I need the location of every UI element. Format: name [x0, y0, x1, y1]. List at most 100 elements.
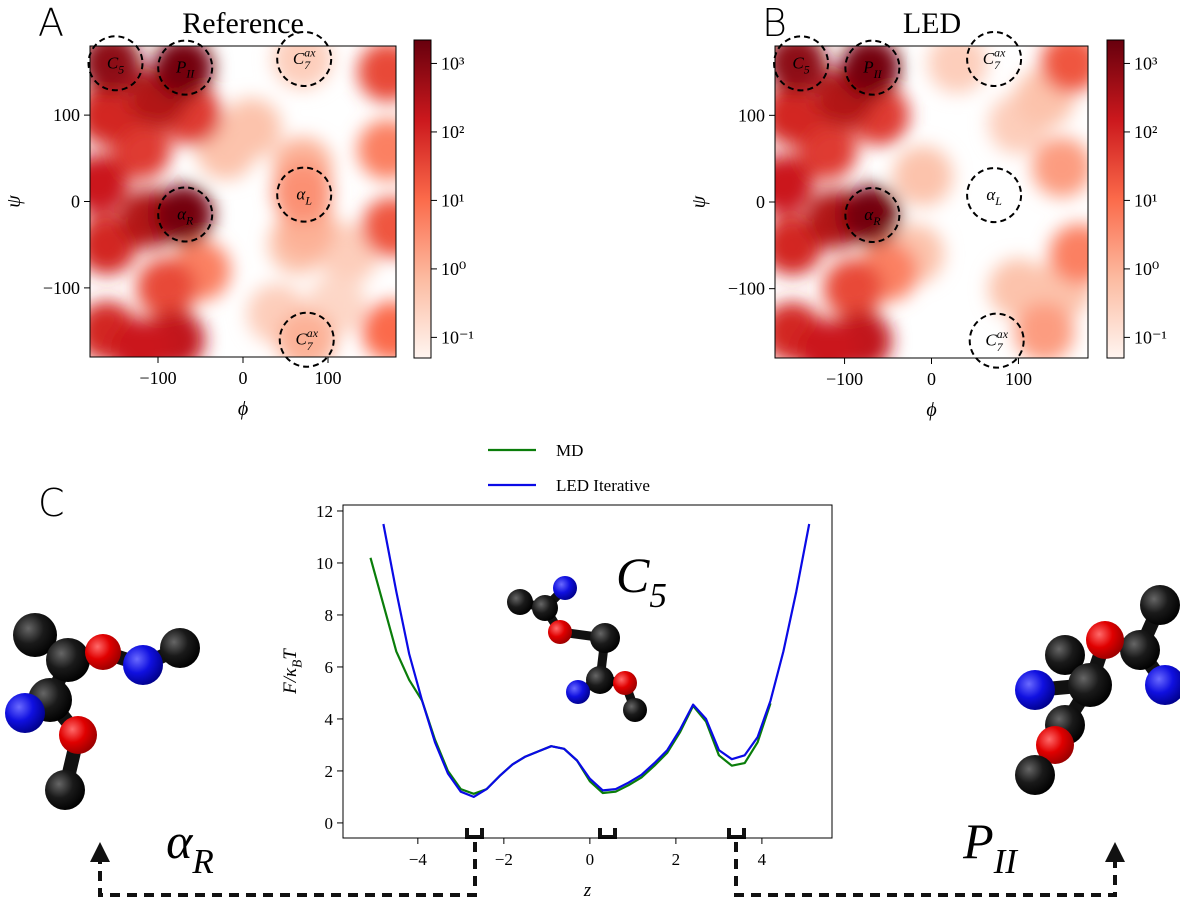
density-point	[1014, 302, 1075, 358]
label-part: α	[986, 185, 996, 204]
density-blobs	[90, 46, 396, 357]
colorbar	[1106, 39, 1125, 359]
y-tick-label: 0	[325, 814, 334, 833]
y-axis-label: ψ	[688, 195, 710, 208]
annotation-circle	[278, 311, 335, 368]
density-point	[153, 184, 214, 245]
annotation-circle	[157, 39, 214, 96]
density-point	[272, 46, 333, 89]
density-point	[1040, 46, 1088, 94]
density-point	[840, 185, 901, 245]
annotation-label: C7ax	[985, 327, 1008, 354]
label-part: C	[107, 53, 119, 72]
colorbar-tick-label: 10²	[441, 122, 464, 142]
label-part: α	[166, 813, 194, 869]
annotation-circle	[966, 31, 1023, 87]
annotation-label: αL	[296, 185, 312, 208]
annotation-label: C7ax	[293, 45, 316, 72]
label-part: L	[994, 194, 1002, 208]
x-tick-label: 0	[586, 850, 595, 869]
density-layer	[90, 46, 396, 357]
annotation-circle	[968, 312, 1025, 369]
plot-frame	[342, 504, 833, 839]
y-tick-label: 0	[756, 192, 765, 212]
x-tick-label: 100	[1005, 369, 1032, 389]
label-part: 5	[118, 62, 124, 76]
x-axis-label: ϕ	[926, 399, 936, 421]
x-tick-label: −100	[826, 369, 863, 389]
state-brackets	[465, 828, 746, 839]
density-point	[775, 46, 827, 94]
annotation-label: αR	[177, 204, 194, 227]
molecule-c5	[507, 576, 647, 722]
plot-frame	[89, 45, 397, 358]
annotation-label: C7ax	[295, 326, 318, 353]
connector-arrows	[90, 842, 1125, 897]
molecule-p-ii	[1015, 585, 1180, 795]
label-part: 5	[804, 62, 810, 76]
density-point	[90, 154, 129, 215]
label-part: P	[962, 813, 994, 869]
label-part: R	[185, 214, 194, 228]
density-point	[892, 146, 953, 206]
density-point	[775, 154, 814, 215]
x-tick-label: 100	[315, 368, 342, 388]
colorbar-tick-label: 10²	[1134, 122, 1157, 142]
label-part: P	[175, 58, 186, 77]
density-layer	[775, 46, 1088, 358]
label-part: B	[290, 660, 305, 668]
density-point	[90, 46, 142, 94]
annotation-label: C7ax	[983, 45, 1006, 72]
annotation-label: PII	[175, 58, 195, 81]
label-part: C	[616, 547, 650, 603]
colorbar	[413, 39, 432, 359]
colorbar-tick-label: 10⁰	[441, 259, 466, 279]
x-tick-label: 0	[927, 369, 936, 389]
label-part: 7	[307, 339, 314, 353]
density-point	[1049, 224, 1088, 284]
annotation-circle	[276, 166, 333, 223]
annotation-circle	[844, 39, 901, 96]
label-part: 7	[994, 58, 1001, 72]
label-part: C	[792, 53, 804, 72]
label-part: F/κ	[280, 667, 301, 695]
density-point	[272, 162, 333, 223]
label-part: C	[295, 330, 307, 349]
label-part: C	[983, 49, 995, 68]
label-part: 7	[304, 58, 311, 72]
colorbar-tick-label: 10¹	[441, 190, 464, 210]
y-axis-label: ψ	[3, 195, 25, 208]
density-point	[797, 319, 858, 358]
density-point	[357, 46, 396, 102]
state-label: αR	[166, 813, 214, 881]
density-point	[775, 85, 823, 146]
x-tick-label: −2	[495, 850, 513, 869]
label-part: α	[864, 205, 874, 224]
label-part: T	[280, 648, 301, 660]
x-tick-label: −100	[139, 368, 176, 388]
colorbar-tick-label: 10³	[1134, 53, 1158, 73]
label-part: C	[985, 331, 997, 350]
y-tick-label: 100	[53, 105, 80, 125]
y-tick-label: 8	[325, 606, 334, 625]
y-tick-label: 2	[325, 762, 334, 781]
label-part: II	[993, 842, 1020, 881]
annotation-circle	[844, 187, 901, 243]
state-label: PII	[962, 813, 1019, 881]
annotation-label: αR	[864, 205, 881, 228]
density-point	[111, 318, 171, 357]
label-part: 7	[997, 340, 1004, 354]
density-point	[136, 257, 197, 318]
x-tick-label: 2	[672, 850, 681, 869]
colorbar-tick-label: 10⁻¹	[441, 327, 474, 347]
x-tick-label: 0	[239, 368, 248, 388]
label-part: ax	[304, 45, 316, 59]
y-axis-label: F/κBT	[280, 648, 305, 695]
colorbar-tick-label: 10⁰	[1134, 259, 1159, 279]
x-tick-label: −4	[409, 850, 428, 869]
label-part: II	[873, 67, 883, 81]
annotation-label: C5	[792, 53, 809, 76]
panel-title: LED	[903, 7, 961, 40]
x-axis-label: z	[583, 880, 592, 901]
